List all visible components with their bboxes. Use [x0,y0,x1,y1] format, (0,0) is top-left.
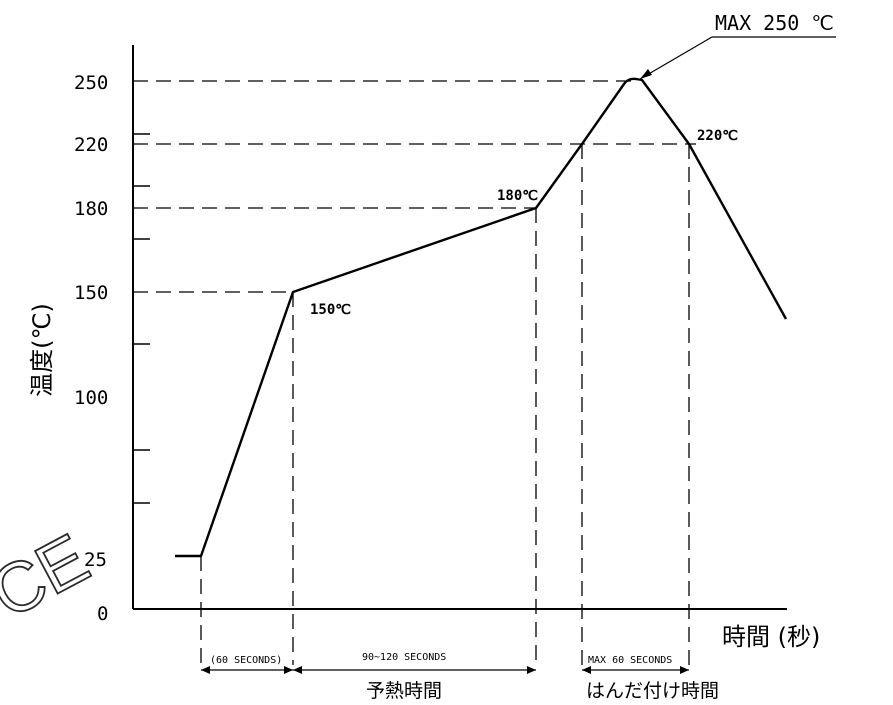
interval-label-2: 90~120 SECONDS [362,652,446,663]
watermark: CE [0,519,101,634]
y-tick-100: 100 [74,387,108,409]
peak-label: MAX 250 ℃ [715,11,834,35]
y-minor-ticks [133,133,150,504]
y-axis-title: 温度(℃) [28,303,56,397]
y-tick-220: 220 [74,134,108,156]
label-180c: 180℃ [497,188,538,204]
y-tick-180: 180 [74,198,108,220]
y-tick-0: 0 [97,603,108,625]
peak-leader-line [639,36,713,80]
horizontal-guides [133,80,696,293]
reflow-profile-curve [175,77,788,558]
x-axis-title: 時間 (秒) [722,623,820,651]
peak-arrowhead [640,69,652,79]
interval-arrowheads [201,666,689,674]
label-220c: 220℃ [697,128,738,144]
label-150c: 150℃ [310,302,351,318]
y-tick-150: 150 [74,282,108,304]
preheat-caption: 予熱時間 [366,680,442,702]
interval-label-3: MAX 60 SECONDS [588,655,672,666]
y-tick-25: 25 [84,549,107,571]
interval-label-1: (60 SECONDS) [210,655,282,666]
soldering-caption: はんだ付け時間 [586,680,719,702]
vertical-guides [200,144,690,665]
y-tick-250: 250 [74,72,108,94]
